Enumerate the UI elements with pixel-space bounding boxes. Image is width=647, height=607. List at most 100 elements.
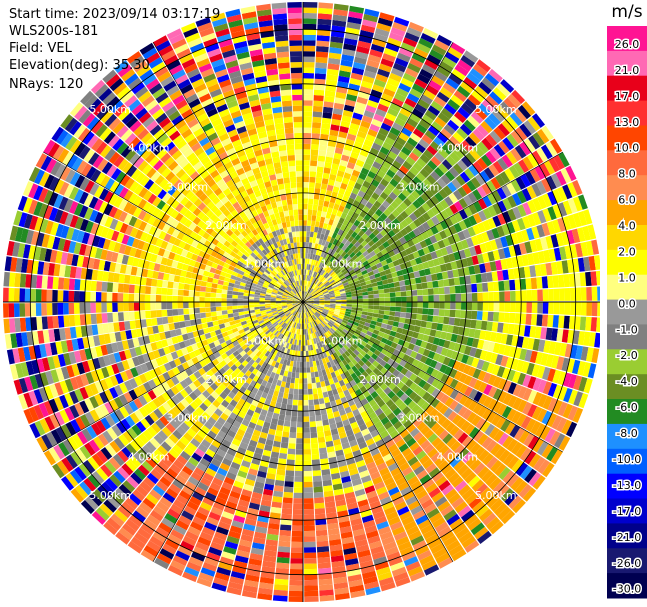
velocity-gate xyxy=(321,117,332,125)
velocity-gate xyxy=(399,280,406,287)
velocity-gate xyxy=(292,366,297,373)
velocity-gate xyxy=(294,470,303,477)
velocity-gate xyxy=(389,127,401,137)
velocity-gate xyxy=(365,360,372,368)
velocity-gate xyxy=(232,305,238,310)
velocity-gate xyxy=(328,57,341,65)
velocity-gate xyxy=(436,132,449,144)
velocity-gate xyxy=(392,62,407,73)
velocity-gate xyxy=(400,384,409,393)
velocity-gate xyxy=(306,286,309,292)
velocity-gate xyxy=(401,296,407,302)
velocity-gate xyxy=(492,401,503,413)
velocity-gate xyxy=(313,481,323,488)
velocity-gate xyxy=(407,253,415,261)
velocity-gate xyxy=(437,112,450,124)
velocity-gate xyxy=(376,232,384,240)
velocity-gate xyxy=(334,215,341,223)
velocity-gate xyxy=(346,322,353,327)
velocity-gate xyxy=(415,277,422,284)
velocity-gate xyxy=(439,230,448,240)
velocity-gate xyxy=(551,415,563,430)
velocity-gate xyxy=(450,261,458,270)
velocity-gate xyxy=(464,423,476,436)
velocity-gate xyxy=(446,437,457,448)
velocity-gate xyxy=(484,423,496,436)
velocity-gate xyxy=(347,339,354,346)
velocity-gate xyxy=(311,291,317,296)
velocity-gate xyxy=(373,395,382,404)
velocity-gate xyxy=(303,291,306,297)
velocity-gate xyxy=(339,309,346,314)
velocity-gate xyxy=(350,151,360,160)
velocity-gate xyxy=(303,345,306,352)
velocity-gate xyxy=(482,302,489,311)
velocity-gate xyxy=(426,375,436,385)
velocity-gate xyxy=(565,165,577,182)
velocity-gate xyxy=(386,425,396,435)
velocity-gate xyxy=(330,318,337,323)
velocity-gate xyxy=(407,343,415,351)
velocity-gate xyxy=(389,311,396,317)
velocity-gate xyxy=(365,229,373,237)
velocity-gate xyxy=(317,324,323,330)
velocity-gate xyxy=(507,195,517,208)
velocity-gate xyxy=(347,235,355,243)
velocity-gate xyxy=(328,290,335,294)
velocity-gate xyxy=(304,334,307,341)
velocity-gate xyxy=(383,47,398,58)
velocity-gate xyxy=(566,230,575,245)
velocity-gate xyxy=(453,429,465,440)
velocity-gate xyxy=(487,282,494,292)
velocity-gate xyxy=(405,378,414,388)
velocity-gate xyxy=(326,151,335,158)
velocity-gate xyxy=(394,117,406,127)
velocity-gate xyxy=(422,348,431,357)
velocity-gate xyxy=(481,99,495,113)
velocity-gate xyxy=(355,51,369,60)
velocity-gate xyxy=(460,420,471,432)
velocity-gate xyxy=(412,227,421,237)
velocity-gate xyxy=(478,81,492,95)
velocity-gate xyxy=(436,323,444,331)
velocity-gate xyxy=(408,180,419,190)
velocity-gate xyxy=(356,272,363,278)
velocity-gate xyxy=(200,317,207,324)
velocity-gate xyxy=(434,232,443,242)
velocity-gate xyxy=(515,302,522,313)
velocity-gate xyxy=(328,278,334,283)
velocity-gate xyxy=(303,242,306,248)
velocity-gate xyxy=(341,346,347,353)
velocity-gate xyxy=(349,337,356,343)
velocity-gate xyxy=(337,315,344,320)
velocity-gate xyxy=(101,302,107,313)
velocity-gate xyxy=(432,517,446,529)
velocity-gate xyxy=(343,315,350,320)
velocity-gate xyxy=(311,377,316,384)
velocity-gate xyxy=(307,269,310,276)
velocity-gate xyxy=(492,190,502,203)
velocity-gate xyxy=(482,396,493,408)
velocity-gate xyxy=(500,79,515,93)
velocity-gate xyxy=(488,386,498,398)
velocity-gate xyxy=(521,101,536,116)
velocity-gate xyxy=(278,452,287,460)
velocity-gate xyxy=(303,225,307,232)
velocity-gate xyxy=(506,221,516,234)
velocity-gate xyxy=(317,431,325,438)
velocity-gate xyxy=(497,378,507,390)
velocity-gate xyxy=(552,369,562,384)
velocity-gate xyxy=(303,34,316,41)
velocity-gate xyxy=(295,454,303,461)
velocity-gate xyxy=(486,229,495,241)
velocity-gate xyxy=(465,492,479,505)
velocity-gate xyxy=(443,407,453,419)
velocity-gate xyxy=(531,302,538,314)
velocity-gate xyxy=(303,514,315,521)
velocity-gate xyxy=(344,363,352,371)
velocity-gate xyxy=(401,268,409,275)
velocity-gate xyxy=(303,116,312,123)
velocity-gate xyxy=(322,258,328,265)
velocity-gate xyxy=(409,413,419,424)
velocity-gate xyxy=(395,296,402,302)
